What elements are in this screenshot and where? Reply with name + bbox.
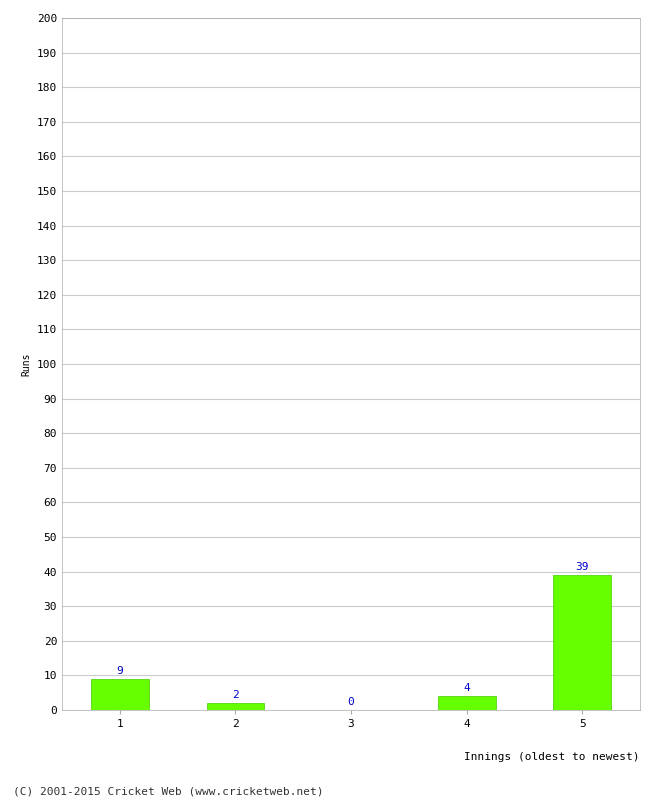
Text: 0: 0 bbox=[348, 698, 354, 707]
Bar bbox=[91, 679, 149, 710]
X-axis label: Innings (oldest to newest): Innings (oldest to newest) bbox=[465, 751, 640, 762]
Bar bbox=[553, 575, 611, 710]
Text: 39: 39 bbox=[575, 562, 589, 572]
Text: 9: 9 bbox=[116, 666, 124, 676]
Text: 4: 4 bbox=[463, 683, 470, 694]
Text: (C) 2001-2015 Cricket Web (www.cricketweb.net): (C) 2001-2015 Cricket Web (www.cricketwe… bbox=[13, 786, 324, 796]
Bar bbox=[207, 703, 265, 710]
Text: 2: 2 bbox=[232, 690, 239, 700]
Y-axis label: Runs: Runs bbox=[21, 352, 31, 376]
Bar bbox=[437, 696, 495, 710]
